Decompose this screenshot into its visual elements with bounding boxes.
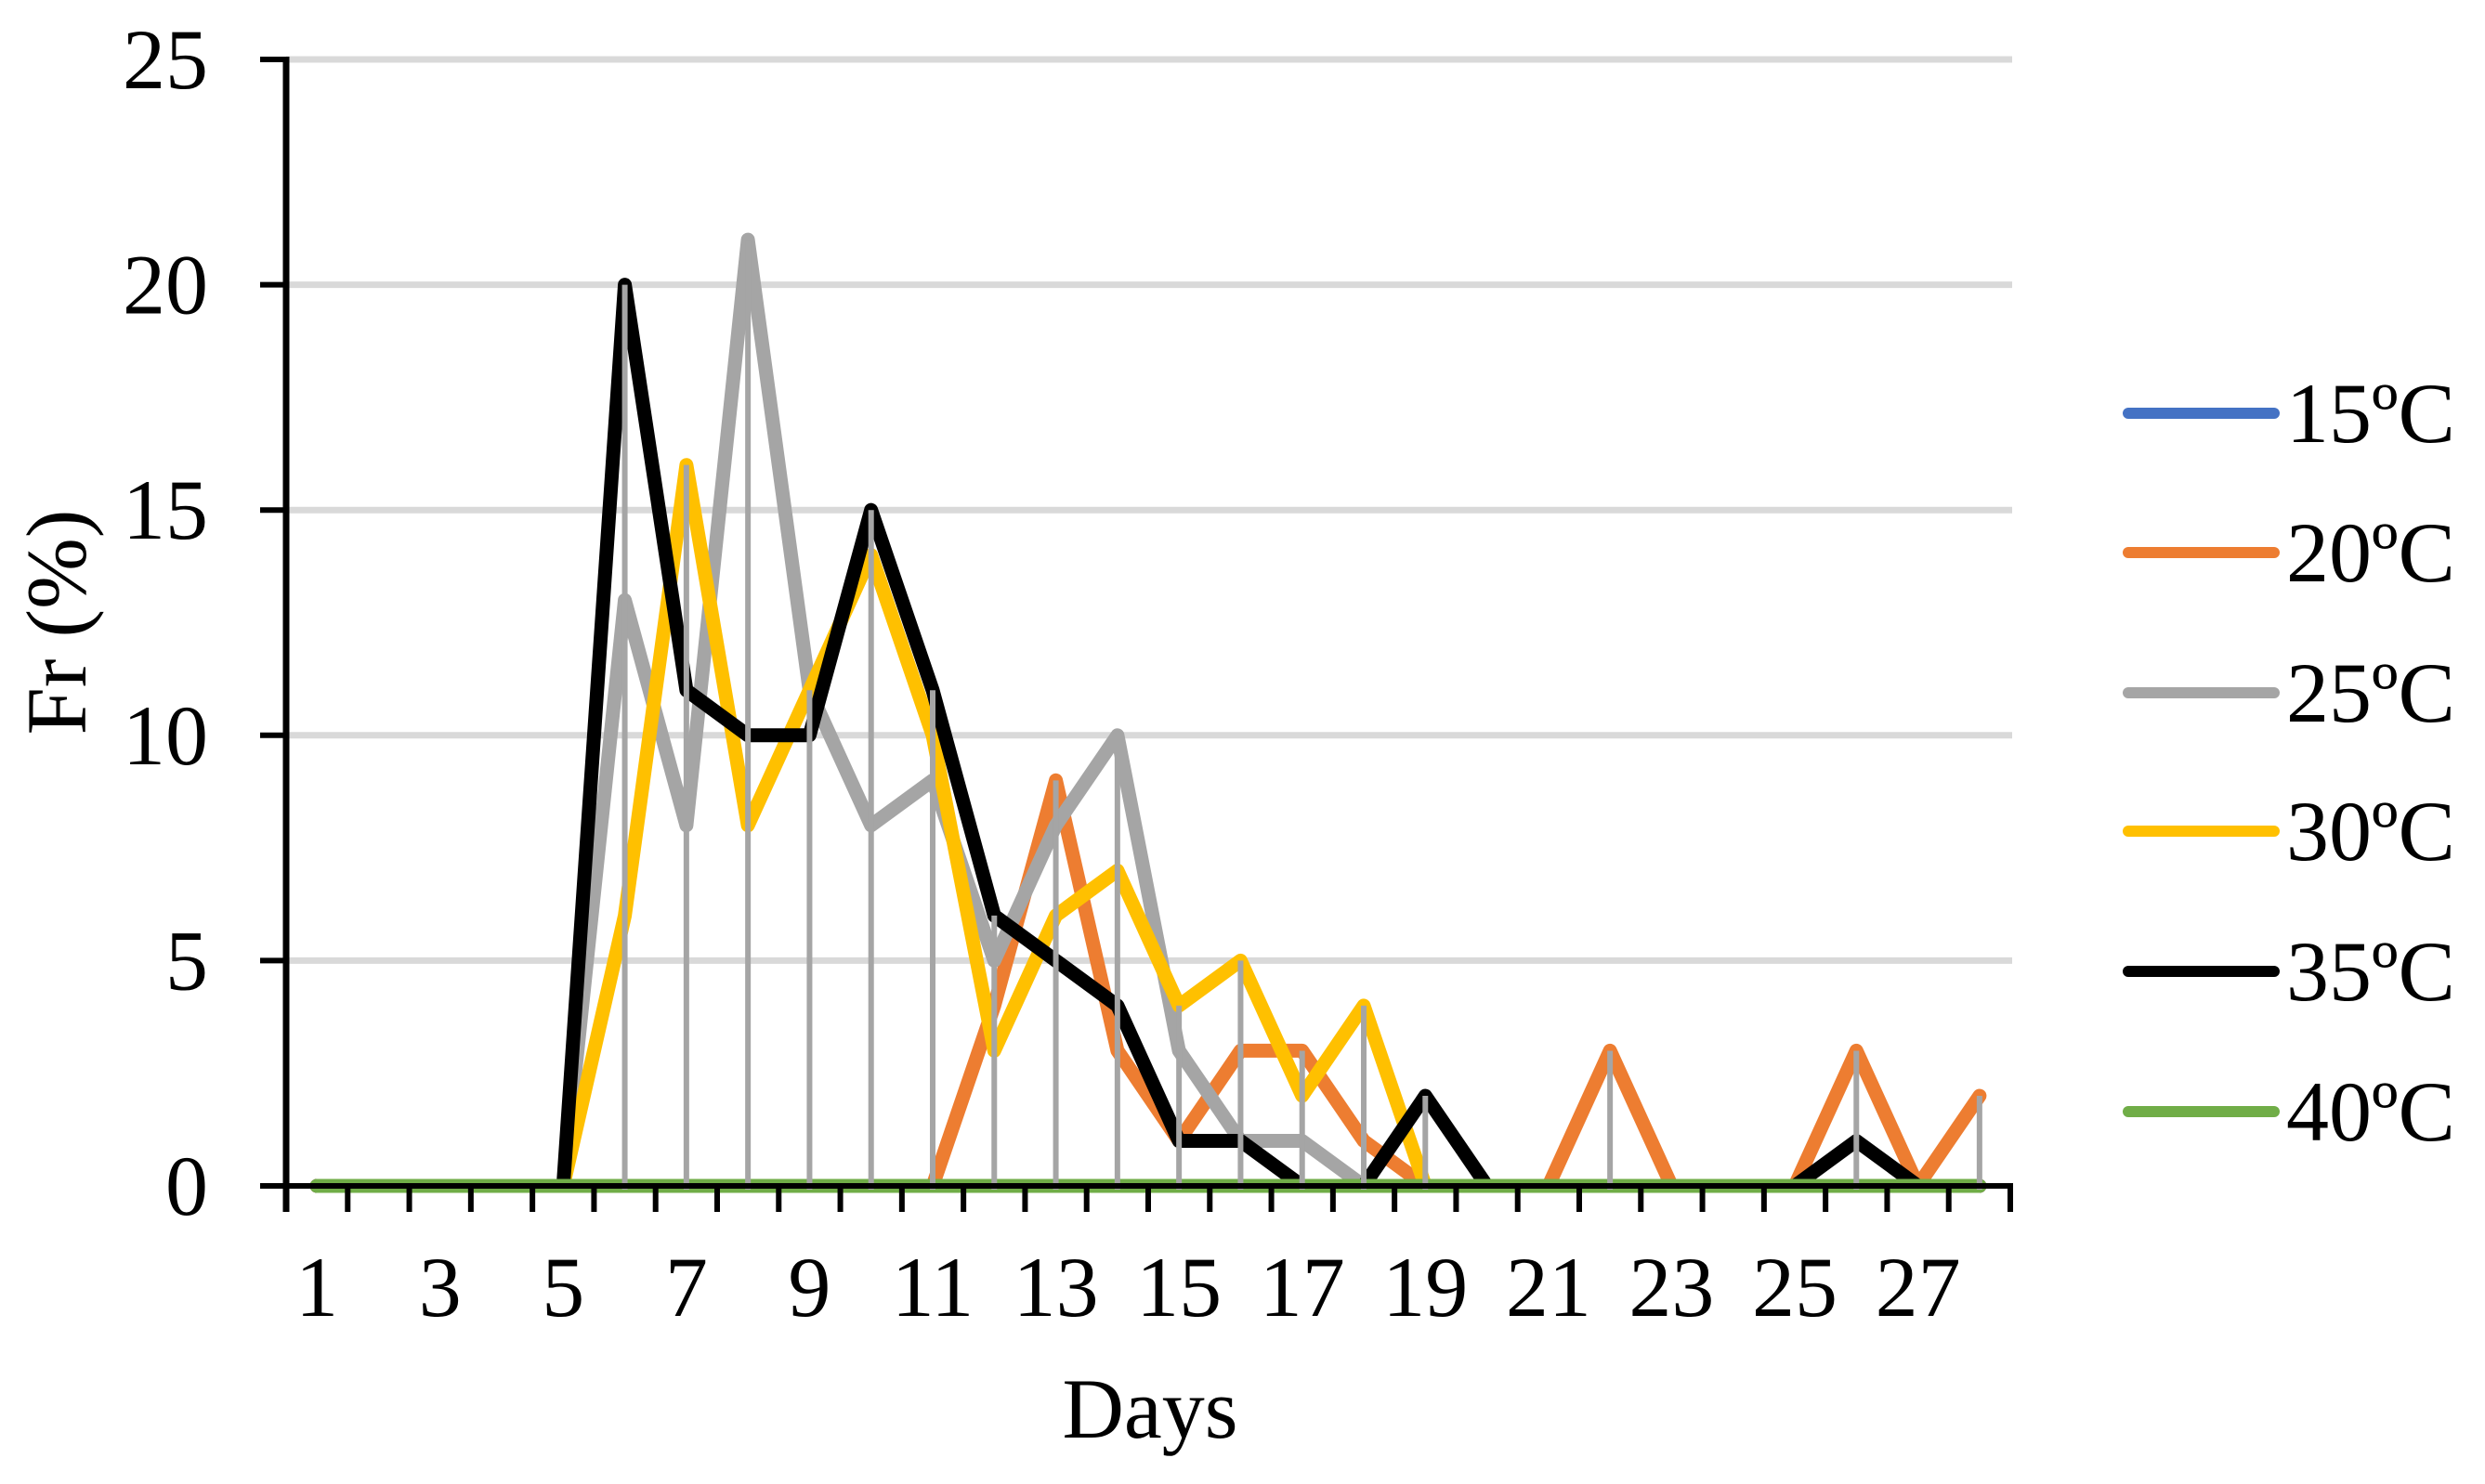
legend-label: 20ºC	[2286, 505, 2455, 600]
y-tick-label: 0	[165, 1139, 208, 1233]
legend-item-30c: 30ºC	[2123, 784, 2455, 879]
x-tick-label: 27	[1876, 1240, 1961, 1334]
y-tick-labels: 0 5 10 15 20 25	[123, 12, 208, 1233]
x-tick-label: 21	[1506, 1240, 1591, 1334]
y-tick-label: 5	[165, 913, 208, 1008]
y-axis-title: Fr (%)	[9, 510, 104, 735]
legend-item-40c: 40ºC	[2123, 1064, 2455, 1159]
legend-label: 40ºC	[2286, 1064, 2455, 1159]
y-tick-label: 25	[123, 12, 208, 107]
legend-item-35c: 35ºC	[2123, 924, 2455, 1019]
x-tick-label: 5	[542, 1240, 584, 1334]
legend-label: 15ºC	[2286, 366, 2455, 461]
x-tick-label: 19	[1382, 1240, 1468, 1334]
x-tick-label: 3	[419, 1240, 462, 1334]
y-tick-label: 10	[123, 688, 208, 783]
x-tick-label: 15	[1136, 1240, 1222, 1334]
drop-lines	[621, 240, 1982, 1190]
y-tick-label: 20	[123, 238, 208, 332]
legend-label: 25ºC	[2286, 645, 2455, 740]
x-tick-label: 25	[1752, 1240, 1838, 1334]
legend-item-20c: 20ºC	[2123, 505, 2455, 600]
x-axis-title: Days	[1062, 1361, 1237, 1456]
x-tick-labels: 1 3 5 7 9 11 13 15 17 19 21 23 25 27	[295, 1240, 1960, 1334]
axes	[260, 57, 2013, 1212]
legend-label: 35ºC	[2286, 924, 2455, 1019]
x-tick-label: 11	[892, 1240, 974, 1334]
legend: 15ºC 20ºC 25ºC 30ºC 35ºC 40ºC	[2123, 366, 2455, 1159]
x-tick-label: 17	[1260, 1240, 1345, 1334]
x-tick-label: 1	[295, 1240, 338, 1334]
gridlines	[286, 56, 2012, 964]
x-tick-label: 23	[1628, 1240, 1714, 1334]
legend-label: 30ºC	[2286, 784, 2455, 879]
legend-item-25c: 25ºC	[2123, 645, 2455, 740]
legend-item-15c: 15ºC	[2123, 366, 2455, 461]
x-tick-label: 13	[1014, 1240, 1099, 1334]
x-tick-label: 9	[788, 1240, 831, 1334]
y-tick-label: 15	[123, 462, 208, 557]
x-tick-label: 7	[665, 1240, 708, 1334]
